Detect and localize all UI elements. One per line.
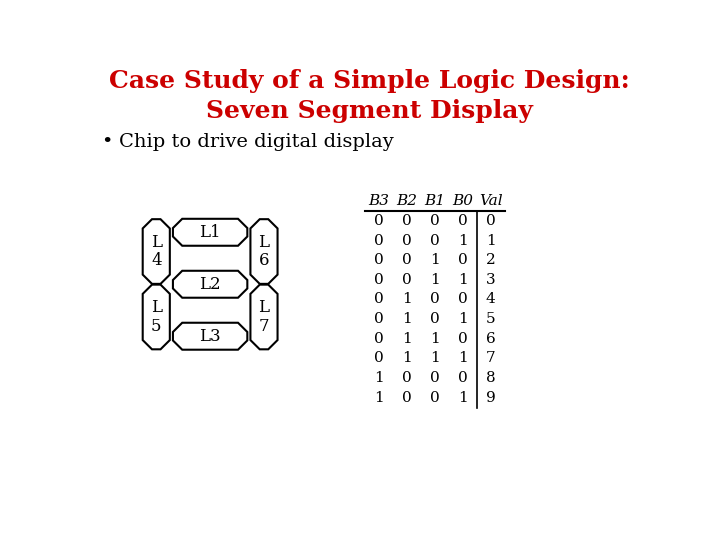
Text: 0: 0 — [374, 293, 384, 307]
Text: Case Study of a Simple Logic Design:: Case Study of a Simple Logic Design: — [109, 69, 629, 93]
Text: 0: 0 — [430, 371, 440, 385]
Text: 0: 0 — [458, 293, 468, 307]
Text: 0: 0 — [458, 214, 468, 228]
Text: 0: 0 — [374, 352, 384, 366]
Text: 0: 0 — [374, 273, 384, 287]
Text: B0: B0 — [452, 194, 473, 208]
Text: 5: 5 — [486, 312, 495, 326]
Text: L
5: L 5 — [150, 299, 162, 335]
Text: 1: 1 — [374, 390, 384, 404]
Text: 1: 1 — [430, 273, 440, 287]
Text: Seven Segment Display: Seven Segment Display — [206, 99, 532, 124]
Text: 0: 0 — [374, 234, 384, 247]
Text: L3: L3 — [199, 328, 221, 345]
Text: 0: 0 — [458, 332, 468, 346]
Text: 0: 0 — [402, 371, 412, 385]
Text: 0: 0 — [402, 234, 412, 247]
Text: 3: 3 — [486, 273, 495, 287]
Text: 0: 0 — [374, 312, 384, 326]
Text: •: • — [102, 132, 113, 151]
Text: 1: 1 — [402, 352, 412, 366]
Text: 1: 1 — [374, 371, 384, 385]
Text: 1: 1 — [402, 312, 412, 326]
Text: L
4: L 4 — [150, 234, 162, 269]
Text: 4: 4 — [486, 293, 495, 307]
Text: L1: L1 — [199, 224, 221, 241]
Text: 8: 8 — [486, 371, 495, 385]
Text: 0: 0 — [430, 234, 440, 247]
Text: 2: 2 — [486, 253, 495, 267]
Text: 0: 0 — [402, 214, 412, 228]
Text: B2: B2 — [397, 194, 418, 208]
Text: 1: 1 — [486, 234, 495, 247]
Text: 1: 1 — [458, 312, 468, 326]
Text: L
7: L 7 — [258, 299, 269, 335]
Text: 0: 0 — [486, 214, 495, 228]
Text: 7: 7 — [486, 352, 495, 366]
Text: 0: 0 — [430, 312, 440, 326]
Text: 1: 1 — [402, 293, 412, 307]
Text: 9: 9 — [486, 390, 495, 404]
Text: 6: 6 — [486, 332, 495, 346]
Text: 0: 0 — [402, 390, 412, 404]
Text: 1: 1 — [430, 352, 440, 366]
Text: Val: Val — [479, 194, 503, 208]
Text: 1: 1 — [458, 234, 468, 247]
Text: 0: 0 — [458, 371, 468, 385]
Text: Chip to drive digital display: Chip to drive digital display — [120, 132, 395, 151]
Text: 1: 1 — [458, 273, 468, 287]
Text: 1: 1 — [458, 390, 468, 404]
Text: 0: 0 — [402, 273, 412, 287]
Text: L
6: L 6 — [258, 234, 269, 269]
Text: 0: 0 — [374, 332, 384, 346]
Text: 0: 0 — [374, 214, 384, 228]
Text: B1: B1 — [424, 194, 446, 208]
Text: 0: 0 — [430, 390, 440, 404]
Text: 0: 0 — [374, 253, 384, 267]
Text: 1: 1 — [430, 332, 440, 346]
Text: L2: L2 — [199, 276, 221, 293]
Text: B3: B3 — [369, 194, 390, 208]
Text: 0: 0 — [402, 253, 412, 267]
Text: 1: 1 — [430, 253, 440, 267]
Text: 0: 0 — [430, 214, 440, 228]
Text: 1: 1 — [458, 352, 468, 366]
Text: 1: 1 — [402, 332, 412, 346]
Text: 0: 0 — [458, 253, 468, 267]
Text: 0: 0 — [430, 293, 440, 307]
